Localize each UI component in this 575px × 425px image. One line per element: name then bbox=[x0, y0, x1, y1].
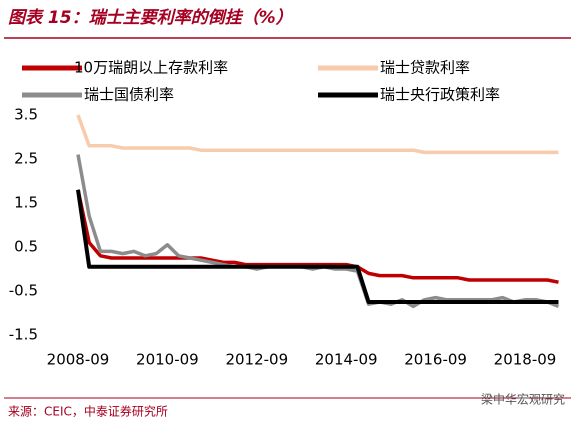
y-tick-label: 0.5 bbox=[14, 238, 38, 256]
x-tick-label: 2018-09 bbox=[494, 351, 557, 369]
y-tick-label: -1.5 bbox=[9, 326, 38, 344]
x-tick-label: 2008-09 bbox=[47, 351, 110, 369]
x-tick-label: 2016-09 bbox=[404, 351, 467, 369]
legend-label: 瑞士央行政策利率 bbox=[380, 86, 500, 104]
y-tick-label: 3.5 bbox=[14, 106, 38, 124]
x-tick-label: 2012-09 bbox=[225, 351, 288, 369]
source: 来源：CEIC，中泰证券研究所 bbox=[8, 404, 168, 419]
legend-label: 瑞士国债利率 bbox=[84, 86, 174, 104]
x-tick-label: 2010-09 bbox=[136, 351, 199, 369]
series-line bbox=[76, 154, 560, 309]
legend-label: 10万瑞朗以上存款利率 bbox=[74, 59, 228, 77]
y-tick-label: 2.5 bbox=[14, 150, 38, 168]
y-tick-label: 1.5 bbox=[14, 194, 38, 212]
series-line bbox=[76, 189, 559, 304]
legend-label: 瑞士贷款利率 bbox=[380, 59, 470, 77]
watermark: 梁中华宏观研究 bbox=[481, 392, 565, 407]
chart-title: 图表 15：瑞士主要利率的倒挂（%） bbox=[8, 8, 293, 28]
series-line bbox=[76, 114, 559, 155]
y-tick-label: -0.5 bbox=[9, 282, 38, 300]
x-tick-label: 2014-09 bbox=[315, 351, 378, 369]
series-line bbox=[76, 189, 559, 284]
